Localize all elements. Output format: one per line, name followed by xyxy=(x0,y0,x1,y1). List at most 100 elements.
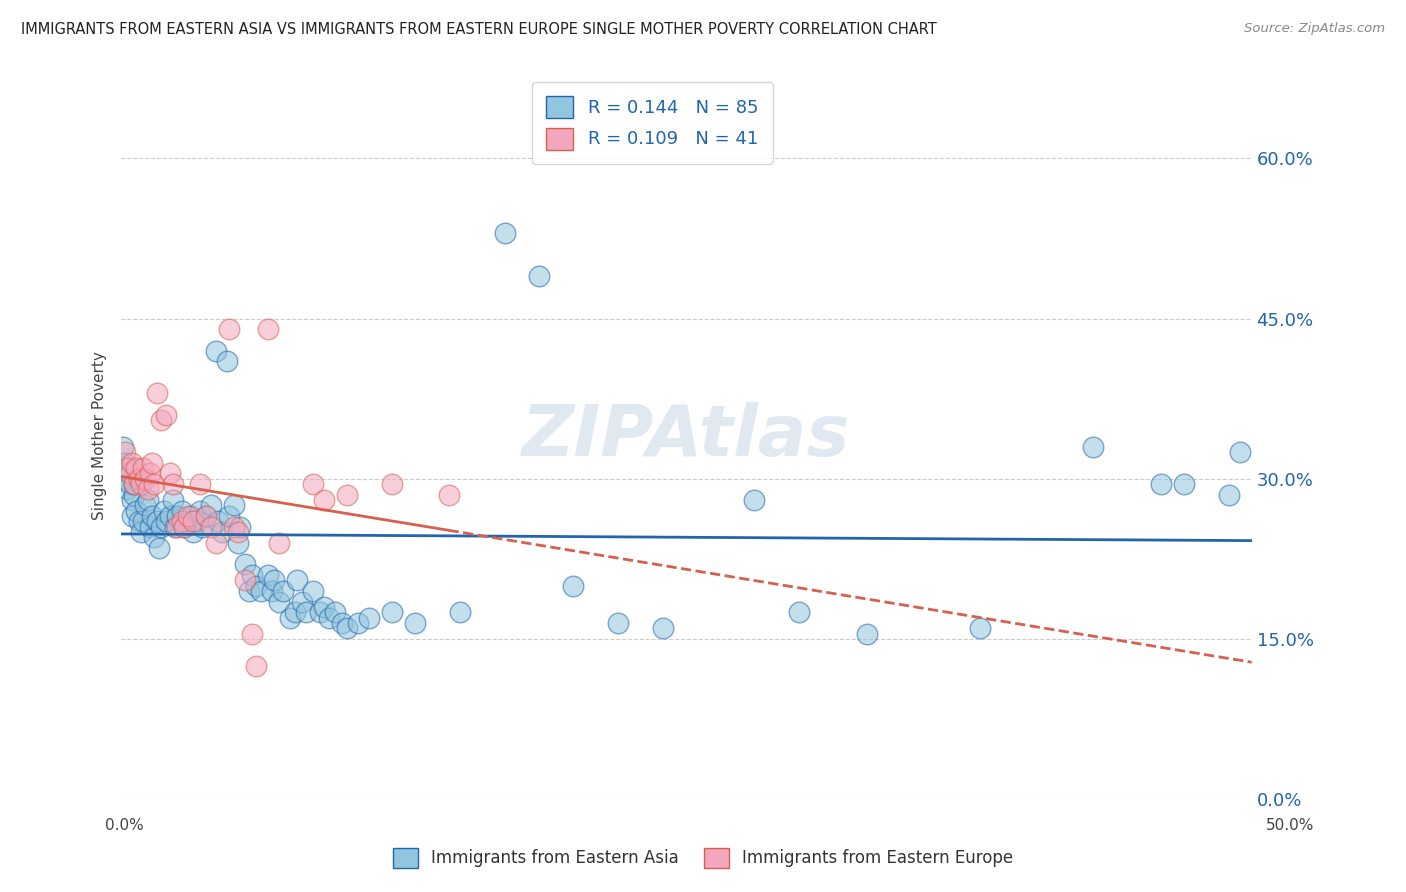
Point xyxy=(494,226,516,240)
Point xyxy=(166,520,188,534)
Point xyxy=(195,509,218,524)
Point xyxy=(181,515,204,529)
Point xyxy=(233,573,256,587)
Point xyxy=(141,509,163,524)
Point xyxy=(162,477,184,491)
Point xyxy=(215,354,238,368)
Point xyxy=(607,615,630,630)
Point xyxy=(136,493,159,508)
Point xyxy=(314,599,336,614)
Point xyxy=(173,520,195,534)
Point xyxy=(301,477,323,491)
Point xyxy=(226,536,249,550)
Point xyxy=(155,408,177,422)
Point xyxy=(245,578,267,592)
Point xyxy=(969,621,991,635)
Point xyxy=(527,268,550,283)
Point xyxy=(229,520,252,534)
Point xyxy=(1150,477,1173,491)
Point xyxy=(562,578,585,592)
Point xyxy=(336,488,359,502)
Point xyxy=(180,509,202,524)
Point xyxy=(314,493,336,508)
Text: 50.0%: 50.0% xyxy=(1267,818,1315,832)
Legend: R = 0.144   N = 85, R = 0.109   N = 41: R = 0.144 N = 85, R = 0.109 N = 41 xyxy=(531,82,773,164)
Point xyxy=(134,499,156,513)
Point xyxy=(114,445,136,459)
Point xyxy=(437,488,460,502)
Point xyxy=(204,536,226,550)
Point xyxy=(121,509,143,524)
Point xyxy=(121,456,143,470)
Point xyxy=(118,477,141,491)
Point xyxy=(856,626,879,640)
Point xyxy=(301,583,323,598)
Point xyxy=(218,509,240,524)
Point xyxy=(177,509,200,524)
Point xyxy=(652,621,675,635)
Point xyxy=(148,541,170,556)
Point xyxy=(240,626,263,640)
Point xyxy=(117,461,139,475)
Point xyxy=(330,615,353,630)
Point xyxy=(145,515,167,529)
Point xyxy=(143,531,166,545)
Point xyxy=(267,594,290,608)
Point xyxy=(181,525,204,540)
Text: Source: ZipAtlas.com: Source: ZipAtlas.com xyxy=(1244,22,1385,36)
Point xyxy=(200,520,222,534)
Point xyxy=(336,621,359,635)
Point xyxy=(295,605,318,619)
Point xyxy=(134,472,156,486)
Point xyxy=(125,461,148,475)
Point xyxy=(256,567,278,582)
Point xyxy=(207,515,229,529)
Point xyxy=(122,477,145,491)
Point xyxy=(129,525,152,540)
Point xyxy=(125,504,148,518)
Point xyxy=(249,583,271,598)
Point xyxy=(132,461,155,475)
Point xyxy=(128,472,150,486)
Point xyxy=(191,520,214,534)
Point xyxy=(128,515,150,529)
Point xyxy=(186,515,208,529)
Point xyxy=(240,567,263,582)
Point xyxy=(200,499,222,513)
Point xyxy=(159,509,181,524)
Point xyxy=(129,477,152,491)
Point xyxy=(163,520,186,534)
Point xyxy=(170,515,193,529)
Point xyxy=(188,477,211,491)
Point xyxy=(404,615,426,630)
Point xyxy=(195,509,218,524)
Point xyxy=(177,515,200,529)
Point xyxy=(114,456,136,470)
Point xyxy=(285,573,308,587)
Point xyxy=(222,499,245,513)
Point xyxy=(1173,477,1195,491)
Point xyxy=(347,615,370,630)
Point xyxy=(117,483,139,497)
Point xyxy=(233,557,256,571)
Point xyxy=(162,493,184,508)
Point xyxy=(166,509,188,524)
Point xyxy=(308,605,330,619)
Point xyxy=(150,520,173,534)
Point xyxy=(173,520,195,534)
Point xyxy=(159,467,181,481)
Point xyxy=(742,493,765,508)
Point xyxy=(245,658,267,673)
Point xyxy=(318,610,340,624)
Legend: Immigrants from Eastern Asia, Immigrants from Eastern Europe: Immigrants from Eastern Asia, Immigrants… xyxy=(387,841,1019,875)
Point xyxy=(155,515,177,529)
Point xyxy=(381,605,404,619)
Point xyxy=(211,525,233,540)
Point xyxy=(1229,445,1251,459)
Point xyxy=(122,477,145,491)
Point xyxy=(278,610,301,624)
Point xyxy=(121,493,143,508)
Point xyxy=(256,322,278,336)
Point xyxy=(262,583,284,598)
Point xyxy=(117,461,139,475)
